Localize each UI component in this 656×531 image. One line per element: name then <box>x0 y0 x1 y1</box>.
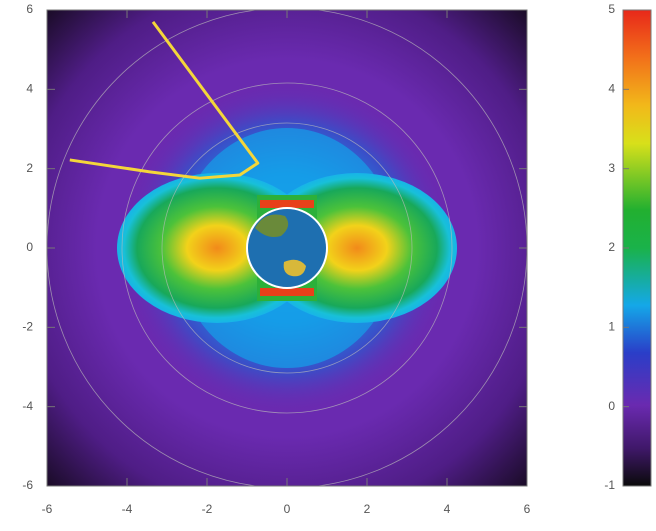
heatmap-field <box>47 10 527 486</box>
y-tick-label: 4 <box>26 82 33 96</box>
trajectory-line <box>69 21 260 180</box>
y-tick-label: -2 <box>22 320 33 334</box>
colorbar-tick-label: 2 <box>608 240 615 254</box>
x-tick-label: -6 <box>42 502 53 516</box>
x-tick-label: 4 <box>444 502 451 516</box>
colorbar-tick-label: 0 <box>608 399 615 413</box>
y-tick-label: 6 <box>26 2 33 16</box>
y-tick-label: 0 <box>26 240 33 254</box>
x-tick-label: -2 <box>202 502 213 516</box>
x-tick-label: 0 <box>284 502 291 516</box>
colorbar-tick-label: 4 <box>608 82 615 96</box>
colorbar-tick-label: 1 <box>608 320 615 334</box>
x-tick-label: -4 <box>122 502 133 516</box>
x-tick-label: 6 <box>524 502 531 516</box>
colorbar-tick-label: 5 <box>608 2 615 16</box>
colorbar-tick-label: -1 <box>604 478 615 492</box>
x-tick-label: 2 <box>364 502 371 516</box>
y-tick-label: -4 <box>22 399 33 413</box>
y-tick-label: 2 <box>26 161 33 175</box>
colorbar-tick-label: 3 <box>608 161 615 175</box>
y-tick-label: -6 <box>22 478 33 492</box>
